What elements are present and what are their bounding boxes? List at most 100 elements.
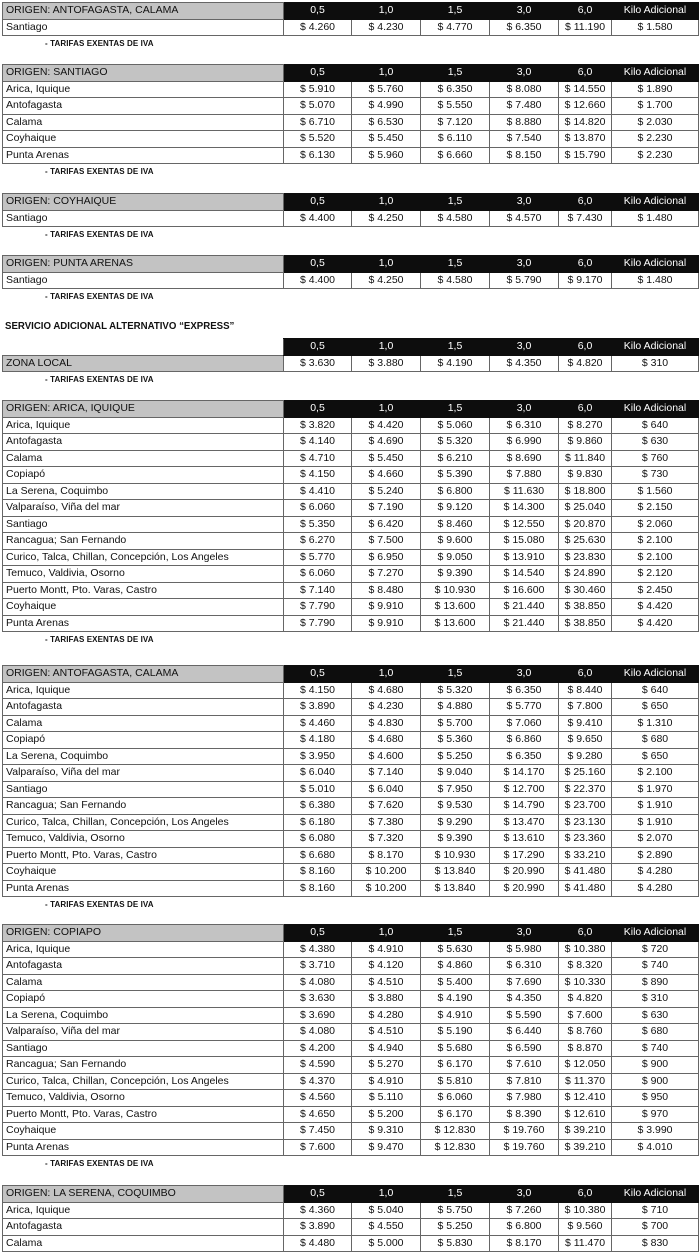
price-cell: $ 4.250 [351, 271, 421, 289]
price-cell: $ 14.300 [489, 499, 559, 517]
price-cell: $ 680 [611, 731, 699, 749]
price-cell: $ 4.650 [283, 1105, 352, 1123]
price-cell: $ 4.080 [283, 1023, 352, 1041]
price-cell: $ 2.230 [611, 130, 699, 148]
weight-column-header: Kilo Adicional [611, 255, 699, 273]
price-cell: $ 9.560 [558, 1218, 612, 1236]
table-row: Copiapó $ 3.630 $ 3.880 $ 4.190 $ 4.350 $ 4.8… [2, 990, 699, 1008]
price-cell: $ 20.870 [558, 515, 612, 533]
destination-cell: Coyhaique [2, 863, 284, 881]
destination-cell: Arica, Iquique [2, 681, 284, 699]
price-cell: $ 4.200 [283, 1039, 352, 1057]
price-cell: $ 3.820 [283, 416, 352, 434]
price-cell: $ 41.480 [558, 879, 612, 897]
weight-column-header: 6,0 [558, 64, 612, 82]
vat-exempt-note: - TARIFAS EXENTAS DE IVA [45, 292, 154, 301]
destination-cell: Temuco, Valdivia, Osorno [2, 830, 284, 848]
destination-cell: Valparaíso, Viña del mar [2, 764, 284, 782]
price-cell: $ 5.760 [351, 80, 421, 98]
price-cell: $ 5.630 [420, 940, 490, 958]
price-cell: $ 640 [611, 416, 699, 434]
price-cell: $ 1.580 [611, 18, 699, 36]
origin-label [2, 338, 284, 355]
price-cell: $ 25.630 [558, 532, 612, 550]
weight-column-header: 1,5 [420, 255, 490, 273]
price-cell: $ 4.880 [420, 698, 490, 716]
price-cell: $ 9.600 [420, 532, 490, 550]
price-cell: $ 2.450 [611, 581, 699, 599]
price-cell: $ 4.420 [611, 614, 699, 632]
destination-cell: Puerto Montt, Pto. Varas, Castro [2, 846, 284, 864]
price-cell: $ 4.410 [283, 482, 352, 500]
destination-cell: Punta Arenas [2, 614, 284, 632]
table-row: Punta Arenas $ 7.790 $ 9.910 $ 13.600 $ 21.4… [2, 614, 699, 632]
weight-column-header: 6,0 [558, 665, 612, 683]
table-row: Punta Arenas $ 8.160 $ 10.200 $ 13.840 $ 20.… [2, 879, 699, 897]
tariff-table-section: ORIGEN: COYHAIQUE 0,5 1,0 1,5 3,0 6,0 Kilo Adi… [2, 193, 699, 227]
price-cell: $ 14.790 [489, 797, 559, 815]
table-row: Punta Arenas $ 6.130 $ 5.960 $ 6.660 $ 8.150… [2, 146, 699, 164]
weight-column-header: 6,0 [558, 338, 612, 356]
price-cell: $ 710 [611, 1201, 699, 1219]
price-cell: $ 4.360 [283, 1201, 352, 1219]
origin-label: ORIGEN: COYHAIQUE [2, 193, 284, 211]
table-row: Puerto Montt, Pto. Varas, Castro $ 7.140 $… [2, 581, 699, 599]
destination-cell: Antofagasta [2, 1218, 284, 1236]
price-cell: $ 6.270 [283, 532, 352, 550]
weight-column-header: 0,5 [283, 64, 352, 82]
destination-cell: Santiago [2, 209, 284, 227]
vat-exempt-note: - TARIFAS EXENTAS DE IVA [45, 230, 154, 239]
weight-column-header: 3,0 [489, 64, 559, 82]
price-cell: $ 7.120 [420, 113, 490, 131]
price-cell: $ 6.170 [420, 1105, 490, 1123]
price-cell: $ 4.400 [283, 209, 352, 227]
price-cell: $ 10.930 [420, 846, 490, 864]
tariff-table: ORIGEN: ANTOFAGASTA, CALAMA 0,5 1,0 1,5 3,0 6… [2, 2, 699, 36]
table-header-row: ORIGEN: COYHAIQUE 0,5 1,0 1,5 3,0 6,0 Kilo Adi… [2, 193, 699, 211]
price-cell: $ 9.390 [420, 565, 490, 583]
table-row: Arica, Iquique $ 3.820 $ 4.420 $ 5.060 $ 6.3… [2, 416, 699, 434]
price-cell: $ 7.790 [283, 598, 352, 616]
price-cell: $ 13.610 [489, 830, 559, 848]
price-cell: $ 6.800 [489, 1218, 559, 1236]
table-row: Santiago $ 5.350 $ 6.420 $ 8.460 $ 12.550 $ 2… [2, 515, 699, 533]
price-cell: $ 18.800 [558, 482, 612, 500]
weight-column-header: 3,0 [489, 924, 559, 942]
origin-label: ORIGEN: SANTIAGO [2, 64, 284, 82]
price-cell: $ 3.880 [351, 990, 421, 1008]
price-cell: $ 2.100 [611, 532, 699, 550]
price-cell: $ 30.460 [558, 581, 612, 599]
price-cell: $ 39.210 [558, 1138, 612, 1156]
weight-column-header: 0,5 [283, 2, 352, 20]
destination-cell: Calama [2, 973, 284, 991]
price-cell: $ 4.280 [351, 1006, 421, 1024]
tariff-table-section: ORIGEN: ARICA, IQUIQUE 0,5 1,0 1,5 3,0 6,0 Kil… [2, 400, 699, 632]
price-cell: $ 16.600 [489, 581, 559, 599]
price-cell: $ 11.840 [558, 449, 612, 467]
price-cell: $ 21.440 [489, 614, 559, 632]
price-cell: $ 6.130 [283, 146, 352, 164]
weight-column-header: 1,0 [351, 665, 421, 683]
destination-cell: Puerto Montt, Pto. Varas, Castro [2, 1105, 284, 1123]
price-cell: $ 5.190 [420, 1023, 490, 1041]
price-cell: $ 5.010 [283, 780, 352, 798]
price-cell: $ 5.250 [420, 747, 490, 765]
price-cell: $ 4.910 [420, 1006, 490, 1024]
price-cell: $ 4.140 [283, 433, 352, 451]
destination-cell: La Serena, Coquimbo [2, 1006, 284, 1024]
price-cell: $ 6.310 [489, 416, 559, 434]
price-cell: $ 4.830 [351, 714, 421, 732]
destination-cell: Calama [2, 449, 284, 467]
origin-label: ORIGEN: LA SERENA, COQUIMBO [2, 1185, 284, 1203]
price-cell: $ 4.590 [283, 1056, 352, 1074]
price-cell: $ 5.270 [351, 1056, 421, 1074]
destination-cell: Rancagua; San Fernando [2, 532, 284, 550]
price-cell: $ 7.380 [351, 813, 421, 831]
price-cell: $ 3.880 [351, 354, 421, 372]
weight-column-header: 1,5 [420, 1185, 490, 1203]
tariff-table-section: ORIGEN: COPIAPO 0,5 1,0 1,5 3,0 6,0 Kilo Adici… [2, 924, 699, 1156]
price-cell: $ 12.700 [489, 780, 559, 798]
price-cell: $ 12.610 [558, 1105, 612, 1123]
table-row: Temuco, Valdivia, Osorno $ 6.080 $ 7.320 $ … [2, 830, 699, 848]
price-cell: $ 6.680 [283, 846, 352, 864]
